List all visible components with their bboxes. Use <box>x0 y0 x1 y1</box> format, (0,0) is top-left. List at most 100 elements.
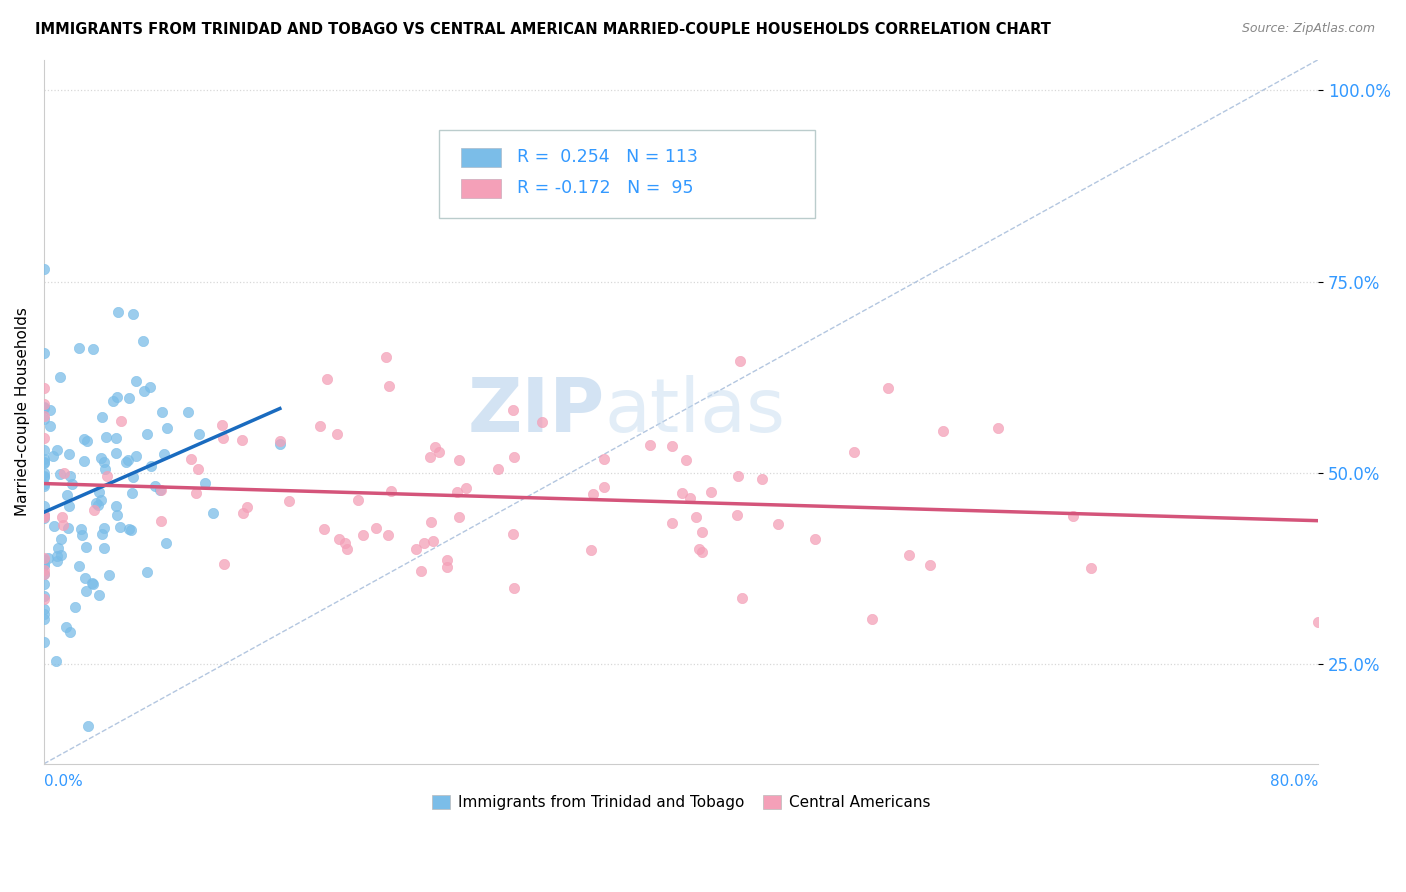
Point <box>194 476 217 491</box>
Point <box>32 508 55 522</box>
Point <box>423 440 446 454</box>
Point <box>46 443 69 458</box>
Point <box>155 536 177 550</box>
Point <box>120 523 142 537</box>
Point <box>661 439 683 453</box>
Point <box>531 415 554 429</box>
Point <box>32 442 55 457</box>
Point <box>89 485 111 500</box>
Point <box>93 541 115 555</box>
Point <box>75 583 97 598</box>
Point <box>32 558 55 572</box>
Point <box>326 426 349 441</box>
Point <box>690 525 713 540</box>
Point <box>32 431 55 445</box>
Point <box>94 430 117 444</box>
Point <box>377 379 399 393</box>
Point <box>149 483 172 498</box>
Point <box>419 450 441 465</box>
Point <box>108 520 131 534</box>
Point <box>315 372 337 386</box>
Text: Source: ZipAtlas.com: Source: ZipAtlas.com <box>1241 22 1375 36</box>
Point <box>688 542 710 557</box>
Point <box>84 495 107 509</box>
Point <box>93 455 115 469</box>
Point <box>728 354 751 368</box>
Point <box>48 369 70 384</box>
Text: atlas: atlas <box>605 376 786 448</box>
Point <box>90 492 112 507</box>
Point <box>39 418 62 433</box>
Point <box>72 453 94 467</box>
Point <box>352 528 374 542</box>
Point <box>49 467 72 482</box>
Point <box>32 478 55 492</box>
Point <box>110 414 132 428</box>
Point <box>114 455 136 469</box>
Point <box>125 374 148 388</box>
Point <box>502 527 524 541</box>
Point <box>232 506 254 520</box>
Point <box>932 424 955 438</box>
Point <box>725 508 748 523</box>
Point <box>44 519 66 533</box>
Point <box>422 534 444 549</box>
Point <box>186 461 208 475</box>
Point <box>32 466 55 480</box>
Point <box>75 541 97 555</box>
Point <box>55 620 77 634</box>
Point <box>32 346 55 360</box>
Point <box>90 527 112 541</box>
Point <box>118 391 141 405</box>
Point <box>49 532 72 546</box>
Point <box>73 432 96 446</box>
Point <box>32 397 55 411</box>
Point <box>593 480 616 494</box>
Point <box>32 476 55 491</box>
Point <box>83 502 105 516</box>
Point <box>336 542 359 557</box>
Point <box>32 577 55 591</box>
Point <box>107 304 129 318</box>
Point <box>328 532 350 546</box>
Point <box>76 434 98 448</box>
Bar <box>461 178 502 198</box>
Point <box>675 452 697 467</box>
Point <box>96 469 118 483</box>
Point <box>153 447 176 461</box>
Point <box>278 494 301 508</box>
Point <box>177 405 200 419</box>
Point <box>347 492 370 507</box>
Point <box>132 334 155 348</box>
Point <box>186 486 208 500</box>
Point <box>51 548 73 562</box>
Point <box>46 549 69 563</box>
Point <box>32 499 55 513</box>
Point <box>75 571 97 585</box>
Point <box>32 602 55 616</box>
Point <box>67 341 90 355</box>
Point <box>32 468 55 483</box>
Point <box>419 515 441 529</box>
Y-axis label: Married-couple Households: Married-couple Households <box>15 307 30 516</box>
Point <box>32 510 55 524</box>
Point <box>987 421 1010 435</box>
Point <box>446 485 468 500</box>
Text: R = -0.172   N =  95: R = -0.172 N = 95 <box>516 179 693 197</box>
Point <box>60 476 83 491</box>
Point <box>32 456 55 470</box>
Point <box>804 533 827 547</box>
Point <box>45 654 67 668</box>
Point <box>486 462 509 476</box>
Point <box>76 719 98 733</box>
Point <box>70 522 93 536</box>
Point <box>593 452 616 467</box>
Text: IMMIGRANTS FROM TRINIDAD AND TOBAGO VS CENTRAL AMERICAN MARRIED-COUPLE HOUSEHOLD: IMMIGRANTS FROM TRINIDAD AND TOBAGO VS C… <box>35 22 1052 37</box>
Point <box>212 557 235 571</box>
Point <box>90 450 112 465</box>
Point <box>456 481 478 495</box>
Point <box>67 558 90 573</box>
Point <box>32 552 55 566</box>
Point <box>117 453 139 467</box>
Point <box>82 576 104 591</box>
